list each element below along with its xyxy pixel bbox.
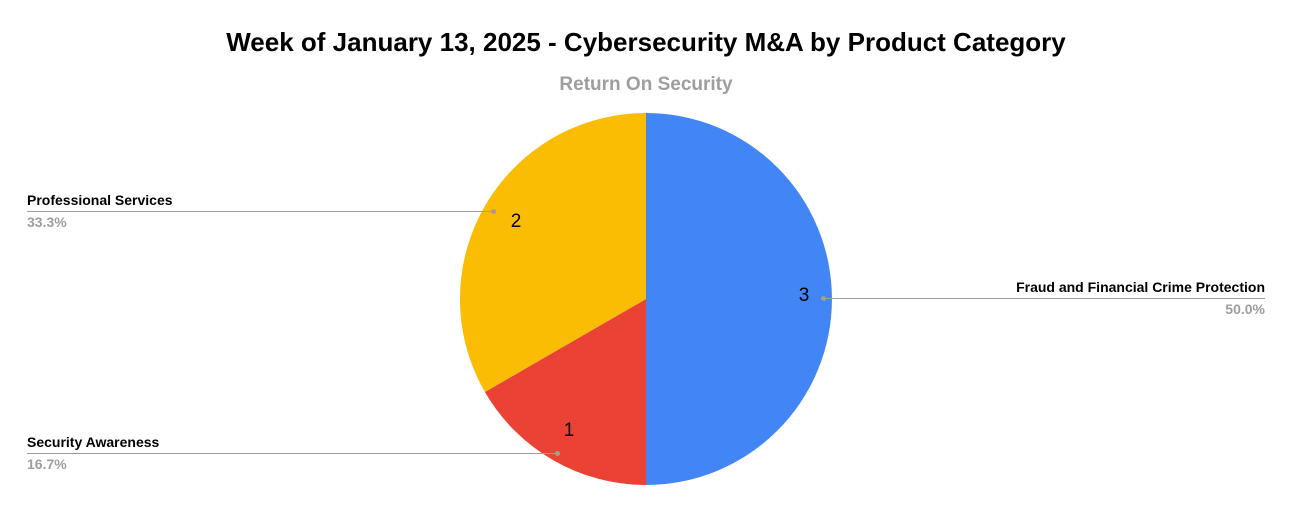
chart-title: Week of January 13, 2025 - Cybersecurity… bbox=[226, 27, 1066, 57]
slice-value-security-awareness: 1 bbox=[563, 420, 575, 441]
pie-slice-security-awareness[interactable] bbox=[484, 299, 646, 485]
slice-percent-professional-services: 33.3% bbox=[27, 214, 67, 230]
slice-percent-fraud-and-financial-crime-protection: 50.0% bbox=[1225, 301, 1265, 317]
slice-value-fraud-and-financial-crime-protection: 3 bbox=[798, 285, 810, 306]
slice-label-professional-services: Professional Services bbox=[27, 192, 173, 208]
leader-dot bbox=[821, 296, 826, 301]
callout-fraud-and-financial-crime-protection: Fraud and Financial Crime Protection 50.… bbox=[821, 279, 1265, 318]
leader-dot bbox=[491, 209, 496, 214]
leader-line bbox=[27, 209, 496, 214]
callout-professional-services: Professional Services 33.3% bbox=[27, 192, 496, 231]
pie-slice-fraud-and-financial-crime-protection[interactable] bbox=[646, 113, 832, 485]
slice-percent-security-awareness: 16.7% bbox=[27, 456, 67, 472]
leader-line bbox=[821, 296, 1265, 301]
pie-slice-professional-services[interactable] bbox=[460, 113, 646, 392]
callout-security-awareness: Security Awareness 16.7% bbox=[27, 434, 560, 473]
slice-value-professional-services: 2 bbox=[510, 211, 522, 232]
leader-line bbox=[27, 451, 560, 456]
chart-subtitle: Return On Security bbox=[559, 74, 733, 95]
slice-label-fraud-and-financial-crime-protection: Fraud and Financial Crime Protection bbox=[1016, 279, 1265, 295]
leader-dot bbox=[555, 451, 560, 456]
slice-label-security-awareness: Security Awareness bbox=[27, 434, 160, 450]
